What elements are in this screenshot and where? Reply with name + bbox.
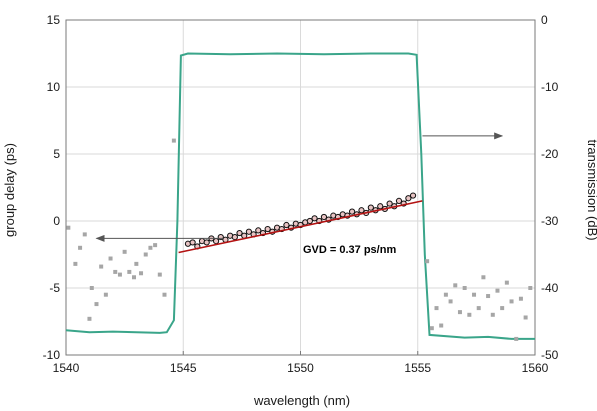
y-right-tick-label: -30 bbox=[541, 214, 559, 228]
x-axis-title: wavelength (nm) bbox=[253, 393, 350, 408]
group-delay-noise-point bbox=[132, 275, 137, 280]
group-delay-noise-point bbox=[434, 306, 439, 311]
x-tick-label: 1540 bbox=[53, 361, 80, 375]
group-delay-noise-point bbox=[448, 299, 453, 304]
group-delay-point bbox=[358, 207, 365, 214]
group-delay-noise-point bbox=[425, 259, 430, 264]
group-delay-point bbox=[283, 221, 290, 229]
group-delay-noise-point bbox=[153, 243, 158, 248]
grid bbox=[65, 19, 536, 356]
group-delay-noise-point bbox=[117, 272, 122, 277]
y-axis-left-title: group delay (ps) bbox=[2, 143, 17, 237]
group-delay-point bbox=[409, 192, 417, 199]
group-delay-noise-point bbox=[157, 272, 162, 277]
group-delay-noise-point bbox=[122, 249, 127, 254]
group-delay-point bbox=[348, 208, 356, 215]
gvd-annotation: GVD = 0.37 ps/nm bbox=[303, 244, 396, 256]
group-delay-noise-point bbox=[103, 292, 108, 297]
group-delay-noise-point bbox=[113, 269, 118, 274]
linear-fit-line bbox=[178, 200, 423, 254]
group-delay-noise-point bbox=[171, 138, 176, 143]
group-delay-noise-point bbox=[108, 256, 113, 261]
group-delay-point bbox=[189, 239, 196, 246]
group-delay-point bbox=[264, 225, 271, 233]
group-delay-point bbox=[395, 197, 403, 204]
group-delay-point bbox=[236, 229, 243, 237]
group-delay-noise-point bbox=[429, 326, 434, 331]
group-delay-noise-point bbox=[139, 271, 144, 276]
group-delay-point bbox=[231, 233, 238, 241]
group-delay-noise-point bbox=[127, 269, 132, 274]
group-delay-noise-point bbox=[99, 264, 104, 269]
group-delay-noise-point bbox=[94, 302, 99, 307]
group-delay-point bbox=[377, 203, 384, 210]
x-tick-label: 1550 bbox=[287, 361, 314, 375]
group-delay-noise-point bbox=[467, 312, 472, 317]
x-tick-label: 1560 bbox=[522, 361, 549, 375]
group-delay-noise-point bbox=[66, 225, 71, 230]
group-delay-noise-point bbox=[78, 245, 83, 250]
group-delay-noise-point bbox=[439, 323, 444, 328]
group-delay-noise-point bbox=[486, 294, 491, 299]
y-left-tick-label: 0 bbox=[53, 214, 60, 228]
group-delay-point bbox=[405, 195, 412, 202]
group-delay-point bbox=[255, 227, 262, 234]
group-delay-point bbox=[245, 228, 253, 235]
group-delay-noise-point bbox=[162, 292, 167, 297]
group-delay-noise-point bbox=[453, 283, 458, 288]
y-axis-right-title: transmission (dB) bbox=[585, 139, 597, 240]
y-right-tick-label: -20 bbox=[541, 147, 559, 161]
group-delay-noise-point bbox=[523, 315, 528, 320]
y-left-tick-label: 5 bbox=[53, 147, 60, 161]
group-delay-point bbox=[306, 217, 313, 225]
group-delay-noise-point bbox=[509, 299, 514, 304]
group-delay-noise-point bbox=[443, 292, 448, 297]
series-layer bbox=[65, 52, 535, 341]
x-tick-label: 1555 bbox=[404, 361, 431, 375]
group-delay-noise-point bbox=[148, 245, 153, 250]
group-delay-noise-point bbox=[490, 312, 495, 317]
group-delay-noise-point bbox=[143, 252, 148, 257]
group-delay-noise-point bbox=[472, 292, 477, 297]
group-delay-noise-point bbox=[457, 310, 462, 315]
transmission-line bbox=[65, 52, 535, 340]
group-delay-point bbox=[320, 213, 328, 221]
group-delay-noise-point bbox=[528, 286, 533, 290]
y-left-tick-label: -5 bbox=[49, 281, 60, 295]
group-delay-noise-point bbox=[73, 261, 78, 266]
group-delay-noise-point bbox=[82, 232, 87, 237]
y-right-tick-label: -50 bbox=[541, 348, 559, 362]
tick-labels: 1540 1545 1550 1555 1560-10-5051015-50-40-30… bbox=[43, 13, 559, 375]
group-delay-point bbox=[311, 215, 318, 222]
group-delay-noise-point bbox=[500, 306, 505, 311]
group-delay-noise-point bbox=[476, 306, 481, 311]
group-delay-point bbox=[203, 239, 210, 246]
group-delay-noise-point bbox=[134, 261, 139, 266]
y-right-tick-label: 0 bbox=[541, 13, 548, 27]
group-delay-noise-point bbox=[481, 275, 486, 280]
y-left-tick-label: -10 bbox=[43, 348, 61, 362]
group-delay-noise-point bbox=[495, 288, 500, 293]
group-delay-noise-point bbox=[514, 336, 519, 341]
y-right-tick-label: -10 bbox=[541, 80, 559, 94]
group-delay-noise-point bbox=[89, 286, 94, 290]
y-left-tick-label: 10 bbox=[47, 80, 61, 94]
group-delay-point bbox=[212, 238, 220, 245]
group-delay-noise-point bbox=[504, 280, 509, 285]
group-delay-noise-point bbox=[87, 316, 92, 321]
y-left-tick-label: 15 bbox=[47, 13, 61, 27]
x-tick-label: 1545 bbox=[170, 361, 197, 375]
group-delay-point bbox=[367, 204, 374, 211]
group-delay-noise-point bbox=[518, 296, 523, 301]
group-delay-noise-point bbox=[462, 286, 467, 290]
y-right-tick-label: -40 bbox=[541, 281, 559, 295]
group-delay-point bbox=[386, 200, 393, 207]
